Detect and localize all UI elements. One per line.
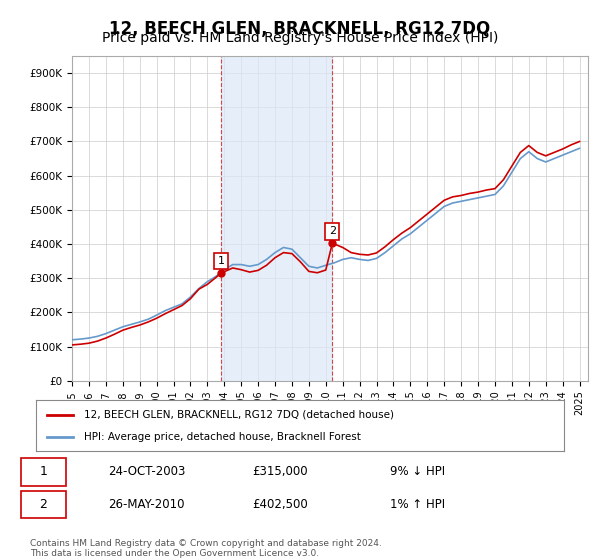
Text: 12, BEECH GLEN, BRACKNELL, RG12 7DQ (detached house): 12, BEECH GLEN, BRACKNELL, RG12 7DQ (det… [83,409,394,419]
Text: HPI: Average price, detached house, Bracknell Forest: HPI: Average price, detached house, Brac… [83,432,361,442]
Text: £315,000: £315,000 [252,465,308,478]
Text: 1: 1 [39,465,47,478]
Text: 26-MAY-2010: 26-MAY-2010 [108,498,185,511]
Text: £402,500: £402,500 [252,498,308,511]
FancyBboxPatch shape [21,491,66,519]
Text: 2: 2 [39,498,47,511]
Text: Contains HM Land Registry data © Crown copyright and database right 2024.
This d: Contains HM Land Registry data © Crown c… [30,539,382,558]
Text: Price paid vs. HM Land Registry's House Price Index (HPI): Price paid vs. HM Land Registry's House … [102,31,498,45]
Text: 1% ↑ HPI: 1% ↑ HPI [390,498,445,511]
Text: 12, BEECH GLEN, BRACKNELL, RG12 7DQ: 12, BEECH GLEN, BRACKNELL, RG12 7DQ [109,20,491,38]
Text: 9% ↓ HPI: 9% ↓ HPI [390,465,445,478]
Bar [221,56,332,381]
Text: 1: 1 [218,256,224,266]
Text: 2: 2 [329,226,336,236]
FancyBboxPatch shape [21,458,66,486]
Text: 24-OCT-2003: 24-OCT-2003 [108,465,185,478]
